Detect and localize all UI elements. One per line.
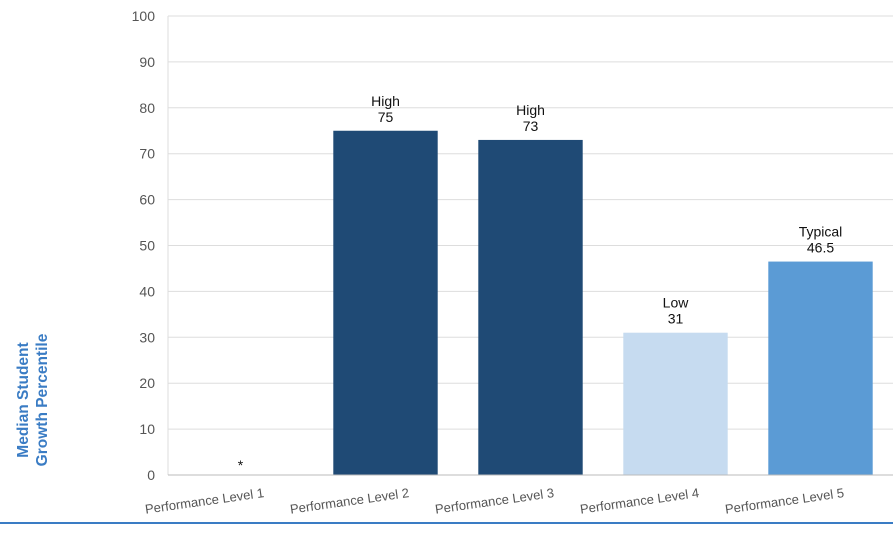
- y-tick-label: 80: [139, 100, 155, 116]
- y-tick-label: 90: [139, 54, 155, 70]
- bar-value-label: 46.5: [807, 240, 834, 256]
- y-tick-label: 40: [139, 283, 155, 299]
- no-data-marker: *: [238, 457, 244, 473]
- bottom-divider: [0, 522, 893, 524]
- bar: [478, 139, 583, 475]
- y-tick-label: 70: [139, 146, 155, 162]
- y-tick-label: 60: [139, 192, 155, 208]
- x-tick-label: Performance Level 4: [579, 485, 700, 517]
- bar: [768, 261, 873, 475]
- bar-value-label: 73: [523, 118, 539, 134]
- bar: [623, 332, 728, 475]
- x-tick-label: Performance Level 2: [289, 485, 410, 517]
- bar-category-label: Typical: [799, 224, 843, 240]
- y-tick-label: 50: [139, 238, 155, 254]
- bar: [333, 130, 438, 475]
- bar-category-label: High: [371, 93, 400, 109]
- bar-value-label: 75: [378, 109, 394, 125]
- bar-category-label: Low: [663, 295, 690, 311]
- y-tick-label: 30: [139, 329, 155, 345]
- bar-category-label: High: [516, 102, 545, 118]
- y-tick-label: 10: [139, 421, 155, 437]
- x-tick-label: Performance Level 1: [144, 485, 265, 517]
- x-tick-label: Performance Level 5: [724, 485, 845, 517]
- y-axis-title: Median Student Growth Percentile: [14, 300, 74, 500]
- y-tick-label: 20: [139, 375, 155, 391]
- y-tick-label: 0: [147, 467, 155, 483]
- x-tick-label: Performance Level 3: [434, 485, 555, 517]
- y-axis-title-text: Median Student Growth Percentile: [15, 333, 51, 467]
- bar-value-label: 31: [668, 311, 684, 327]
- y-tick-label: 100: [132, 8, 156, 24]
